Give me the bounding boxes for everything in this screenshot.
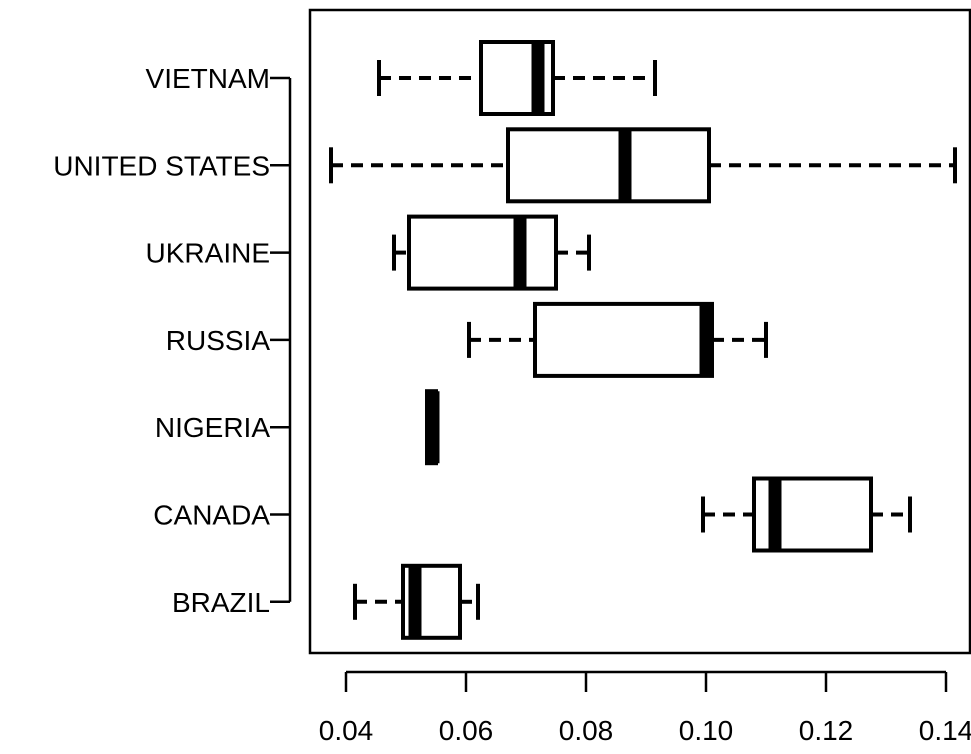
box-group [394, 217, 589, 289]
x-tick-label: 0.12 [799, 715, 854, 746]
x-tick-label: 0.06 [439, 715, 494, 746]
category-label: RUSSIA [166, 325, 271, 356]
category-label: UKRAINE [146, 238, 270, 269]
category-label: NIGERIA [155, 412, 270, 443]
y-axis: BRAZIL CANADA NIGERIA RUSSIA UKRAINE UNITED S… [53, 63, 290, 618]
category-label: VIETNAM [146, 63, 270, 94]
box-group [703, 479, 910, 551]
category-label: UNITED STATES [53, 150, 270, 181]
box-group [379, 42, 655, 114]
x-tick-label: 0.14 [919, 715, 971, 746]
box-group [427, 391, 436, 463]
box-iqr [409, 217, 556, 289]
box-iqr [508, 129, 709, 201]
box-group [331, 129, 955, 201]
x-tick-label: 0.04 [319, 715, 374, 746]
category-label: BRAZIL [172, 587, 270, 618]
box-group [355, 566, 478, 638]
x-axis: 0.04 0.06 0.08 0.10 0.12 0.14 [319, 672, 971, 746]
box-iqr [535, 304, 712, 376]
boxes [331, 42, 955, 638]
box-group [469, 304, 766, 376]
x-tick-label: 0.10 [679, 715, 734, 746]
x-tick-label: 0.08 [559, 715, 614, 746]
category-label: CANADA [153, 500, 270, 531]
